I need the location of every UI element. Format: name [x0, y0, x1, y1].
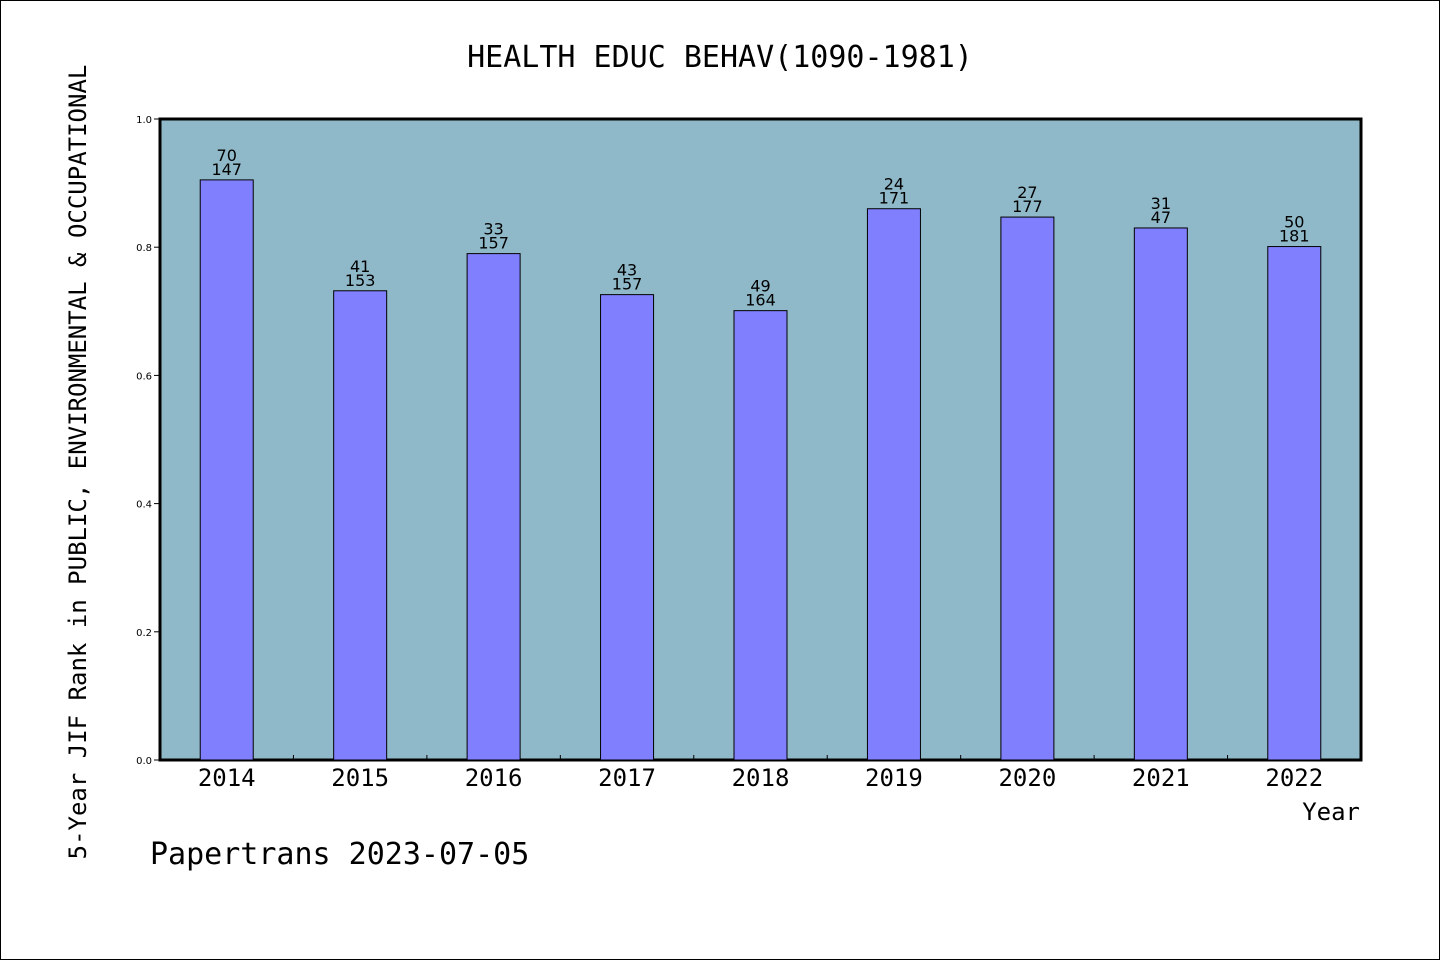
bar-rank-label: 27: [1017, 183, 1037, 202]
y-tick-label: 0.8: [136, 243, 152, 254]
bar-rank-label: 33: [483, 220, 503, 239]
bar-rank-label: 50: [1284, 213, 1304, 232]
bar-total-label: 147: [211, 160, 242, 179]
bar-total-label: 177: [1012, 197, 1043, 216]
bar-rank-label: 70: [217, 146, 237, 165]
bar-2021: [1133, 227, 1188, 761]
bar-total-label: 47: [1151, 208, 1171, 227]
x-tick-label: 2022: [1265, 764, 1323, 792]
y-tick-label: 0.2: [136, 628, 152, 639]
bar-total-label: 153: [345, 271, 376, 290]
bar-rank-label: 49: [750, 277, 770, 296]
bar-total-label: 164: [745, 291, 776, 310]
x-tick-label: 2019: [865, 764, 923, 792]
bar-2022: [1267, 246, 1322, 761]
bar-2016: [466, 253, 521, 761]
x-tick-label: 2016: [465, 764, 523, 792]
bar-total-label: 157: [612, 275, 643, 294]
x-tick-label: 2018: [732, 764, 790, 792]
bar-rank-label: 41: [350, 257, 370, 276]
x-tick-label: 2021: [1132, 764, 1190, 792]
bar-2019: [866, 208, 921, 761]
bar-2014: [199, 179, 254, 761]
footer-credit: Papertrans 2023-07-05: [150, 837, 529, 872]
x-axis-ticks: 2014 2015 2016 2017 2018 2019 2020 2021 2022: [159, 755, 1362, 792]
bar-2020: [1000, 216, 1055, 761]
x-tick-label: 2014: [198, 764, 256, 792]
y-axis-label: 5-Year JIF Rank in PUBLIC, ENVIRONMENTAL…: [64, 65, 92, 860]
y-tick-label: 0.0: [136, 756, 152, 767]
bar-2018: [733, 310, 788, 761]
bar-2017: [600, 294, 655, 761]
x-tick-label: 2017: [598, 764, 656, 792]
chart-title: HEALTH EDUC BEHAV(1090-1981): [467, 40, 973, 75]
bar-2015: [333, 290, 388, 761]
bar-total-label: 171: [879, 189, 910, 208]
bar-rank-label: 43: [617, 261, 637, 280]
bar-total-label: 157: [478, 234, 509, 253]
y-tick-label: 0.4: [136, 500, 152, 511]
bar-rank-label: 24: [884, 175, 904, 194]
y-tick-label: 1.0: [136, 115, 152, 126]
bar-total-label: 181: [1279, 227, 1310, 246]
x-tick-label: 2020: [998, 764, 1056, 792]
bar-rank-label: 31: [1151, 194, 1171, 213]
y-axis-ticks: 0.0 0.2 0.4 0.6 0.8 1.0: [136, 115, 160, 767]
x-axis-label: Year: [1302, 798, 1360, 826]
x-tick-label: 2015: [331, 764, 389, 792]
y-tick-label: 0.6: [136, 371, 152, 382]
